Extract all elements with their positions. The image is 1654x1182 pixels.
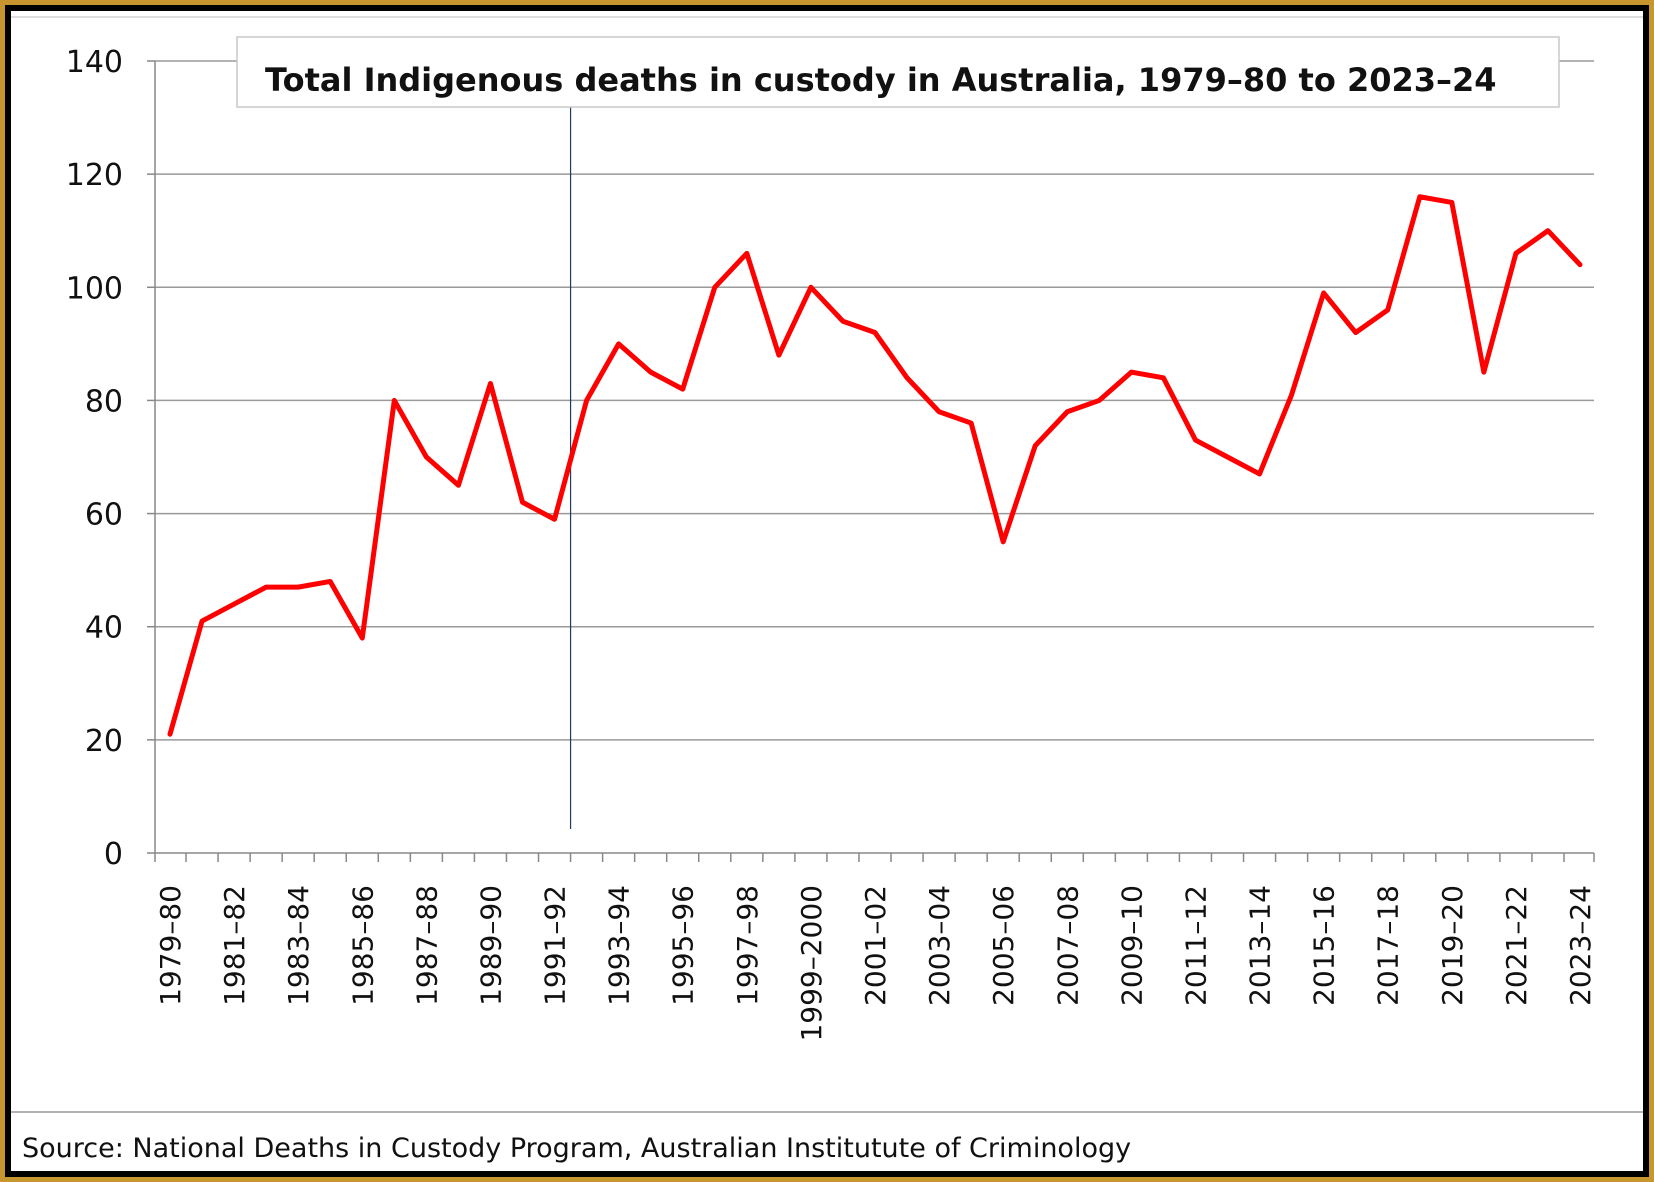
data-point-2019–20 <box>1451 201 1453 203</box>
data-point-1991–92 <box>554 518 556 520</box>
x-tick-label-2023–24: 2023–24 <box>1564 885 1597 1006</box>
data-point-2010–11 <box>1162 377 1164 379</box>
data-point-2020–21 <box>1483 371 1485 373</box>
y-tick-label-100: 100 <box>66 271 123 306</box>
x-tick-label-1995–96: 1995–96 <box>667 885 700 1006</box>
data-point-2015–16 <box>1323 292 1325 294</box>
data-point-2005–06 <box>1002 541 1004 543</box>
y-tick-label-20: 20 <box>85 724 123 759</box>
x-tick-label-1989–90: 1989–90 <box>474 885 507 1006</box>
data-point-1986–87 <box>393 399 395 401</box>
data-point-2023–24 <box>1579 264 1581 266</box>
x-tick-label-1999–2000: 1999–2000 <box>795 885 828 1042</box>
x-tick-label-2009–10: 2009–10 <box>1115 885 1148 1006</box>
data-point-2002–03 <box>906 377 908 379</box>
y-tick-label-140: 140 <box>66 45 123 80</box>
x-tick-label-2021–22: 2021–22 <box>1500 885 1533 1006</box>
data-point-1987–88 <box>425 456 427 458</box>
chart-background <box>11 11 1643 1171</box>
data-point-1985–86 <box>361 637 363 639</box>
axes <box>147 60 1595 862</box>
x-tick-label-1993–94: 1993–94 <box>603 885 636 1006</box>
data-point-1997–98 <box>746 252 748 254</box>
x-tick-label-2011–12: 2011–12 <box>1179 885 1212 1006</box>
data-point-2014–15 <box>1291 394 1293 396</box>
x-tick-label-2019–20: 2019–20 <box>1436 885 1469 1006</box>
data-point-1980–81 <box>201 620 203 622</box>
data-point-2012–13 <box>1227 456 1228 458</box>
data-point-1992–93 <box>586 399 588 401</box>
data-point-1979–80 <box>169 733 171 735</box>
x-tick-label-1983–84: 1983–84 <box>282 885 315 1006</box>
data-point-1990–91 <box>522 501 523 503</box>
data-point-2003–04 <box>938 411 940 413</box>
data-point-1995–96 <box>682 388 684 390</box>
data-point-2000–01 <box>842 320 844 322</box>
data-point-1999–2000 <box>810 286 812 288</box>
data-point-1983–84 <box>297 586 299 588</box>
data-point-2004–05 <box>970 422 972 424</box>
data-point-2013–14 <box>1259 473 1261 475</box>
data-point-1988–89 <box>457 484 459 486</box>
title-box <box>236 36 1560 108</box>
data-point-2011–12 <box>1194 439 1196 441</box>
data-point-1984–85 <box>329 580 331 582</box>
data-point-2009–10 <box>1130 371 1132 373</box>
data-point-1993–94 <box>618 343 620 345</box>
data-point-2018–19 <box>1419 196 1421 198</box>
x-tick-label-2007–08: 2007–08 <box>1051 885 1084 1006</box>
x-tick-label-1987–88: 1987–88 <box>410 885 443 1006</box>
x-tick-label-2013–14: 2013–14 <box>1244 885 1277 1006</box>
x-tick-labels: 1979–80 1981–82 1983–84 1985–86 1987–88 1989–… <box>154 885 1597 1042</box>
x-tick-label-1991–92: 1991–92 <box>539 885 572 1006</box>
x-tick-label-2001–02: 2001–02 <box>859 885 892 1006</box>
series-group <box>167 194 1583 737</box>
data-point-2001–02 <box>874 332 876 334</box>
data-point-1981–82 <box>233 603 235 605</box>
data-point-2008–09 <box>1098 399 1100 401</box>
x-tick-label-2005–06: 2005–06 <box>987 885 1020 1006</box>
x-tick-label-2015–16: 2015–16 <box>1308 885 1341 1006</box>
x-tick-label-1981–82: 1981–82 <box>218 885 251 1006</box>
data-point-2016–17 <box>1355 332 1357 334</box>
x-tick-label-1997–98: 1997–98 <box>731 885 764 1006</box>
y-tick-labels: 0 20 40 60 80 100 120 140 <box>66 45 123 872</box>
data-point-1996–97 <box>714 286 716 288</box>
x-tick-label-1985–86: 1985–86 <box>346 885 379 1006</box>
y-tick-label-80: 80 <box>85 384 123 419</box>
data-point-1994–95 <box>650 371 652 373</box>
data-point-1982–83 <box>265 586 267 588</box>
data-point-2021–22 <box>1515 252 1517 254</box>
data-point-2006–07 <box>1034 445 1036 447</box>
x-tick-label-2003–04: 2003–04 <box>923 885 956 1006</box>
y-tick-label-40: 40 <box>85 611 123 646</box>
data-point-2017–18 <box>1387 309 1389 311</box>
y-tick-label-0: 0 <box>104 837 123 872</box>
y-tick-label-60: 60 <box>85 498 123 533</box>
data-point-1998–99 <box>778 354 780 356</box>
x-tick-label-2017–18: 2017–18 <box>1372 885 1405 1006</box>
data-point-2007–08 <box>1066 411 1068 413</box>
x-tick-label-1979–80: 1979–80 <box>154 885 187 1006</box>
source-note: Source: National Deaths in Custody Progr… <box>22 1133 1131 1164</box>
chart-title: Total Indigenous deaths in custody in Au… <box>265 61 1497 99</box>
data-point-1989–90 <box>489 382 491 384</box>
data-point-2022–23 <box>1547 230 1549 232</box>
y-tick-label-120: 120 <box>66 158 123 193</box>
